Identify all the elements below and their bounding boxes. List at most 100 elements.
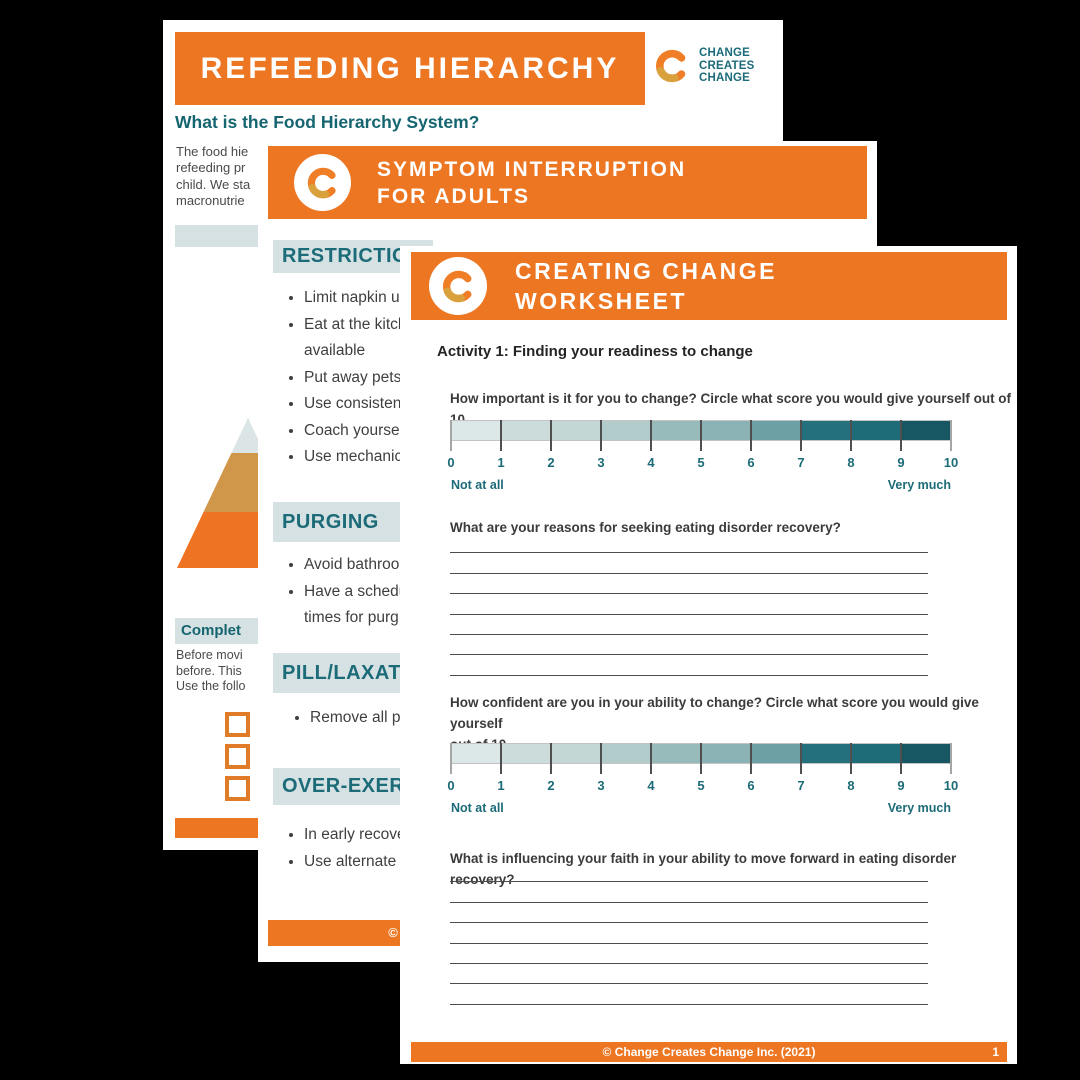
scale-segment — [700, 421, 751, 440]
brand-c-badge — [294, 154, 351, 211]
bullet-item: Have a schedu times for purg — [304, 579, 434, 632]
writing-line — [450, 553, 928, 574]
scale-label-low: Not at all — [451, 801, 504, 815]
worksheet-header-banner: CREATING CHANGE WORKSHEET — [411, 252, 1007, 320]
bullet-item: Use consistent — [304, 391, 434, 418]
scale-number: 2 — [547, 778, 555, 793]
brand-logo: CHANGE CREATES CHANGE — [653, 47, 755, 85]
brand-c-icon — [656, 49, 686, 83]
refeeding-title: REFEEDING HIERARCHY — [200, 51, 620, 85]
scale-tick — [650, 743, 652, 774]
writing-line — [450, 862, 928, 883]
scale-segment — [601, 421, 652, 440]
text-line: CHANGE — [699, 47, 751, 60]
complete-paragraph: Before movi before. This Use the follo — [176, 648, 276, 695]
scale-tick — [900, 743, 902, 774]
bullet-list: Limit napkin uEat at the kitch available… — [288, 285, 434, 471]
food-hierarchy-heading: What is the Food Hierarchy System? — [175, 112, 480, 132]
bullet-item: Avoid bathroo — [304, 552, 434, 579]
writing-line — [450, 882, 928, 903]
refeeding-header-banner: REFEEDING HIERARCHY — [175, 32, 645, 105]
scale-label-high: Very much — [887, 478, 951, 492]
bullet-item: Remove all p — [310, 705, 440, 732]
text-line: macronutrie — [176, 192, 245, 208]
writing-line — [450, 923, 928, 944]
scale-segment — [601, 744, 652, 763]
page-creating-change-worksheet: CREATING CHANGE WORKSHEET Activity 1: Fi… — [400, 246, 1017, 1064]
writing-line — [450, 964, 928, 985]
worksheet-title: CREATING CHANGE WORKSHEET — [515, 258, 777, 314]
section-band — [175, 225, 275, 247]
bullet-item: Use mechanic — [304, 444, 434, 471]
scale-segment — [551, 421, 602, 440]
refeeding-paragraph: The food hie refeeding pr child. We sta mac… — [176, 144, 272, 209]
scale-number: 6 — [747, 778, 755, 793]
scale-segment — [700, 744, 751, 763]
scale-number: 3 — [597, 455, 605, 470]
activity-heading: Activity 1: Finding your readiness to ch… — [437, 343, 753, 360]
scale-number: 0 — [447, 778, 455, 793]
scale-tick — [600, 420, 602, 451]
section-heading-band: PURGING — [273, 502, 411, 542]
page-number: 1 — [992, 1045, 999, 1059]
writing-line — [450, 574, 928, 595]
worksheet-footer-bar: © Change Creates Change Inc. (2021) 1 — [411, 1042, 1007, 1062]
writing-line — [450, 944, 928, 964]
text-line: before. This — [176, 663, 242, 678]
brand-logo-text: CHANGE CREATES CHANGE — [699, 47, 755, 85]
checkbox-group — [225, 712, 250, 801]
scale-segment — [551, 744, 602, 763]
writing-line — [450, 615, 928, 635]
section-heading: PILL/LAXATI — [282, 661, 408, 684]
scale-tick — [700, 420, 702, 451]
brand-c-badge — [429, 257, 487, 315]
copyright-text: © Change Creates Change Inc. (2021) — [602, 1045, 816, 1059]
scale-tick — [500, 743, 502, 774]
scale-tick — [850, 420, 852, 451]
scale-number: 4 — [647, 778, 655, 793]
scale-tick — [900, 420, 902, 451]
scale-tick — [800, 743, 802, 774]
scale-number: 5 — [697, 455, 705, 470]
text-line: CREATES — [699, 59, 755, 72]
bullet-item: Coach yoursel — [304, 418, 434, 445]
scale-segment — [452, 744, 502, 763]
section-heading: RESTRICTIO — [282, 245, 409, 267]
scale-number: 5 — [697, 778, 705, 793]
scale-number: 1 — [497, 778, 505, 793]
scale-segment — [800, 744, 851, 763]
scale-tick — [500, 420, 502, 451]
scale-segment — [800, 421, 851, 440]
scale-tick — [950, 420, 952, 451]
scale-segment — [850, 744, 901, 763]
scale-tick — [750, 420, 752, 451]
scale-tick — [450, 743, 452, 774]
text-line: The food hie — [176, 144, 249, 159]
checkbox — [225, 776, 250, 801]
importance-rating-scale: 0 1 2 3 4 5 6 7 8 9 10 Not at all Very much — [447, 420, 958, 500]
scale-tick — [450, 420, 452, 451]
question-reasons: What are your reasons for seeking eating… — [450, 520, 841, 535]
text-line: Before movi — [176, 648, 243, 662]
scale-tick — [800, 420, 802, 451]
scale-segment — [750, 421, 801, 440]
scale-tick — [550, 420, 552, 451]
scale-tick — [950, 743, 952, 774]
scale-tick — [850, 743, 852, 774]
brand-c-icon — [442, 270, 471, 302]
writing-line — [450, 984, 928, 1005]
scale-number: 7 — [797, 778, 805, 793]
scale-segment — [501, 744, 552, 763]
scale-number: 0 — [447, 455, 455, 470]
scale-number: 2 — [547, 455, 555, 470]
confidence-rating-scale: 0 1 2 3 4 5 6 7 8 9 10 Not at all Very much — [447, 743, 958, 823]
bullet-list: Remove all p — [294, 705, 440, 732]
scale-segment — [452, 421, 502, 440]
text-line: Use the follo — [176, 679, 246, 693]
scale-number: 10 — [943, 778, 959, 793]
scale-tick — [600, 743, 602, 774]
scale-number: 6 — [747, 455, 755, 470]
scale-tick — [700, 743, 702, 774]
bullet-item: In early recove — [304, 822, 434, 849]
scale-number: 1 — [497, 455, 505, 470]
